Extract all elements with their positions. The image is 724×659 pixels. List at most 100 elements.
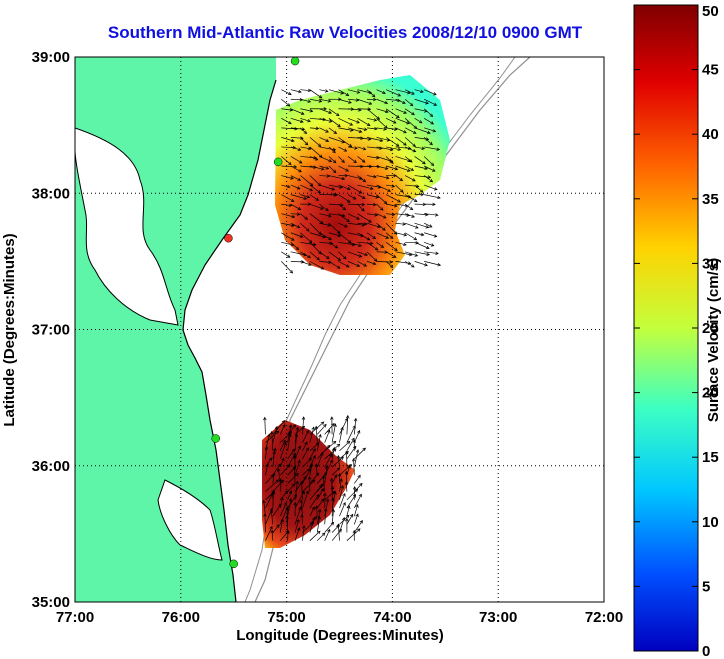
velocity-vector (315, 464, 318, 476)
velocity-arrowhead (433, 102, 438, 106)
velocity-arrowhead (403, 242, 407, 247)
velocity-vector (324, 529, 331, 541)
velocity-vector (385, 156, 394, 164)
velocity-arrowhead (430, 243, 435, 247)
velocity-arrowhead (323, 471, 328, 476)
velocity-vector (385, 203, 397, 207)
velocity-vector (302, 430, 309, 443)
velocity-vector (376, 137, 390, 141)
velocity-vector (302, 490, 309, 509)
velocity-vector (424, 194, 441, 199)
velocity-arrowhead (329, 453, 333, 458)
velocity-vector (414, 89, 424, 93)
velocity-vector (347, 222, 365, 226)
velocity-arrowhead (307, 475, 312, 480)
velocity-vector (331, 491, 336, 509)
velocity-arrowhead (369, 186, 374, 191)
velocity-arrowhead (327, 429, 331, 434)
velocity-vector (347, 156, 357, 163)
velocity-vector (376, 261, 393, 263)
velocity-vector (414, 108, 428, 112)
velocity-arrowhead (317, 508, 322, 513)
velocity-arrowhead (330, 485, 335, 490)
velocity-vector (423, 108, 433, 117)
velocity-arrowhead (356, 120, 360, 124)
velocity-arrowhead (353, 417, 358, 422)
colorbar-tick-label: 5 (702, 578, 710, 595)
velocity-vector (385, 222, 398, 235)
velocity-arrowhead (400, 189, 404, 193)
velocity-arrowhead (320, 266, 325, 270)
velocity-arrowhead (327, 223, 332, 227)
velocity-vector (290, 232, 303, 238)
velocity-vector (366, 89, 376, 98)
radar-site-marker (211, 434, 220, 443)
velocity-vector (263, 500, 266, 517)
velocity-arrowhead (286, 184, 291, 189)
velocity-vector (331, 525, 340, 533)
velocity-vector (424, 261, 441, 266)
velocity-arrowhead (359, 482, 363, 487)
velocity-arrowhead (409, 206, 414, 211)
velocity-arrowhead (314, 515, 318, 520)
velocity-vector (290, 89, 302, 93)
velocity-vector (354, 483, 363, 492)
velocity-vector (357, 203, 365, 212)
velocity-arrowhead (412, 143, 416, 147)
velocity-arrowhead (301, 425, 306, 430)
velocity-vector (414, 175, 431, 178)
velocity-vector (309, 89, 323, 99)
velocity-vector (331, 467, 340, 476)
velocity-vector (309, 194, 319, 201)
velocity-arrowhead (332, 169, 337, 174)
velocity-vector (287, 483, 296, 492)
velocity-arrowhead (326, 255, 330, 260)
velocity-arrowhead (297, 459, 301, 464)
velocity-vector (331, 509, 334, 525)
velocity-arrowhead (373, 174, 377, 179)
velocity-arrowhead (325, 166, 330, 170)
velocity-arrowhead (339, 185, 343, 189)
velocity-vector (338, 165, 349, 172)
velocity-vector (395, 241, 407, 246)
velocity-arrowhead (283, 501, 287, 506)
velocity-arrowhead (318, 95, 323, 99)
velocity-arrowhead (379, 138, 384, 143)
velocity-vector (423, 156, 434, 166)
velocity-arrowhead (336, 443, 341, 448)
velocity-arrowhead (355, 449, 360, 453)
velocity-vector (309, 232, 326, 238)
velocity-arrowhead (336, 230, 341, 234)
velocity-vector (366, 242, 379, 251)
velocity-vector (270, 510, 274, 525)
velocity-vector (347, 213, 360, 220)
velocity-arrowhead (276, 468, 281, 472)
velocity-vector (302, 441, 308, 451)
velocity-arrowhead (312, 448, 316, 452)
velocity-arrowhead (306, 228, 310, 232)
velocity-arrowhead (269, 509, 274, 514)
velocity-arrowhead (303, 196, 308, 200)
colorbar-tick-label: 10 (702, 514, 719, 531)
velocity-vector (423, 165, 436, 172)
velocity-arrowhead (408, 159, 413, 163)
velocity-vector (385, 165, 398, 170)
velocity-vector (338, 232, 352, 244)
velocity-arrowhead (318, 250, 322, 255)
velocity-vector (395, 156, 411, 162)
velocity-vector (404, 261, 415, 268)
lat-tick-label: 39:00 (32, 49, 70, 66)
velocity-vector (347, 146, 358, 149)
velocity-arrowhead (433, 234, 438, 238)
y-axis-label: Latitude (Degrees:Minutes) (1, 233, 18, 426)
velocity-arrowhead (307, 255, 312, 259)
velocity-vector (338, 194, 351, 203)
velocity-arrowhead (391, 212, 396, 217)
velocity-vector (347, 127, 362, 133)
velocity-vector (324, 454, 333, 468)
velocity-arrowhead (269, 507, 274, 512)
velocity-vector (414, 232, 424, 236)
velocity-arrowhead (353, 159, 357, 164)
velocity-arrowhead (305, 490, 310, 495)
velocity-arrowhead (433, 92, 437, 96)
